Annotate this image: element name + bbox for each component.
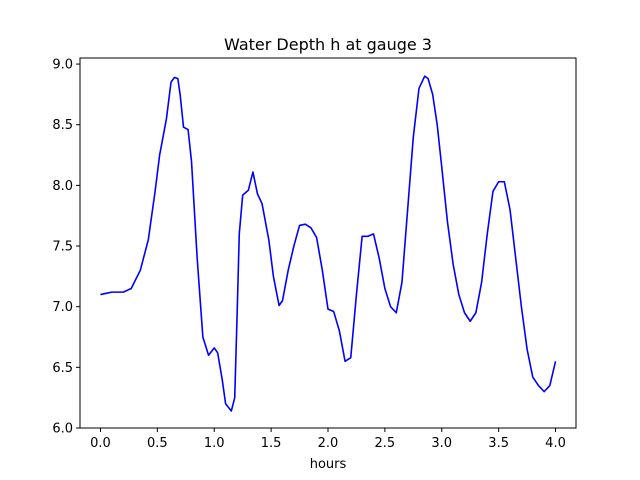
chart-title: Water Depth h at gauge 3	[224, 35, 432, 54]
y-tick-label: 8.0	[52, 179, 73, 194]
y-tick-label: 8.5	[52, 118, 73, 133]
plot-area	[100, 75, 557, 412]
x-tick-label: 0.5	[147, 436, 168, 451]
series-line-0	[100, 75, 557, 412]
y-tick-label: 6.5	[52, 361, 73, 376]
x-tick-label: 4.0	[545, 436, 566, 451]
x-tick-label: 1.0	[204, 436, 225, 451]
y-tick-label: 6.0	[52, 422, 73, 437]
x-tick-label: 0.0	[90, 436, 111, 451]
x-tick-label: 3.5	[488, 436, 509, 451]
x-tick-label: 1.5	[261, 436, 282, 451]
x-tick-label: 2.5	[375, 436, 396, 451]
y-tick-label: 7.5	[52, 240, 73, 255]
y-tick-label: 7.0	[52, 300, 73, 315]
x-axis: 0.0 0.5 1.0 1.5 2.0 2.5 3.0 3.5 4.0	[90, 428, 566, 451]
x-tick-label: 2.0	[318, 436, 339, 451]
x-tick-label: 3.0	[431, 436, 452, 451]
y-tick-label: 9.0	[52, 58, 73, 73]
y-axis: 6.0 6.5 7.0 7.5 8.0 8.5 9.0	[52, 58, 80, 437]
x-axis-label: hours	[310, 457, 347, 472]
